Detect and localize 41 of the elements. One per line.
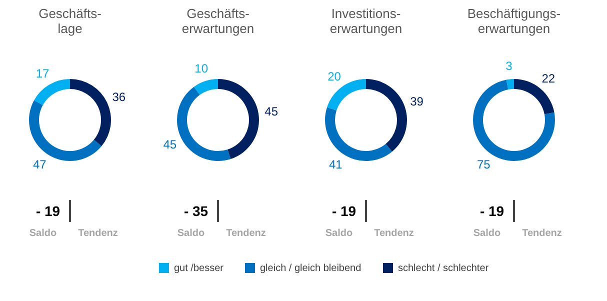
donut-slice [177, 86, 231, 161]
text: Saldo [473, 228, 501, 239]
text: - 35 [184, 203, 208, 219]
data-label: 75 [476, 158, 491, 172]
text: Saldo [29, 228, 57, 239]
chart-title: Beschäftigungs- erwartungen [467, 6, 561, 36]
text: Tendenz [374, 228, 414, 239]
data-label: 45 [264, 104, 278, 119]
data-label: 3 [506, 59, 513, 74]
chart-title: Investitions- erwartungen [330, 6, 402, 36]
chart-title: Geschäfts- erwartungen [182, 6, 254, 36]
data-label: 47 [32, 158, 47, 172]
chart-title: Geschäfts- lage [38, 6, 102, 36]
text: Tendenz [78, 228, 118, 239]
text: Tendenz [522, 228, 562, 239]
data-label: 45 [163, 138, 177, 152]
donut-slice [70, 79, 111, 146]
data-label: 10 [194, 62, 208, 76]
data-label: 20 [328, 69, 342, 84]
donut-slice [327, 79, 366, 110]
data-label: 17 [36, 66, 50, 81]
donut-slice [194, 79, 218, 95]
text: - 19 [332, 203, 356, 219]
donut-slice [34, 79, 70, 106]
donut-slice [325, 107, 392, 161]
data-label: 22 [542, 71, 556, 86]
donut-slice [218, 79, 259, 159]
legend-label: gut /besser [174, 263, 224, 274]
donut-slice [366, 79, 407, 152]
data-label: 39 [410, 94, 424, 109]
data-label: 36 [112, 90, 126, 104]
donut-slice [506, 79, 514, 90]
text: Saldo [177, 228, 205, 239]
legend-label: gleich / gleich bleibend [260, 263, 362, 274]
text: Tendenz [226, 228, 266, 239]
legend-label: schlecht / schlechter [398, 263, 490, 274]
text: - 19 [36, 203, 60, 219]
data-label: 41 [328, 158, 343, 172]
donut-slice [29, 100, 102, 161]
text: Saldo [325, 228, 353, 239]
text: - 19 [480, 203, 504, 219]
